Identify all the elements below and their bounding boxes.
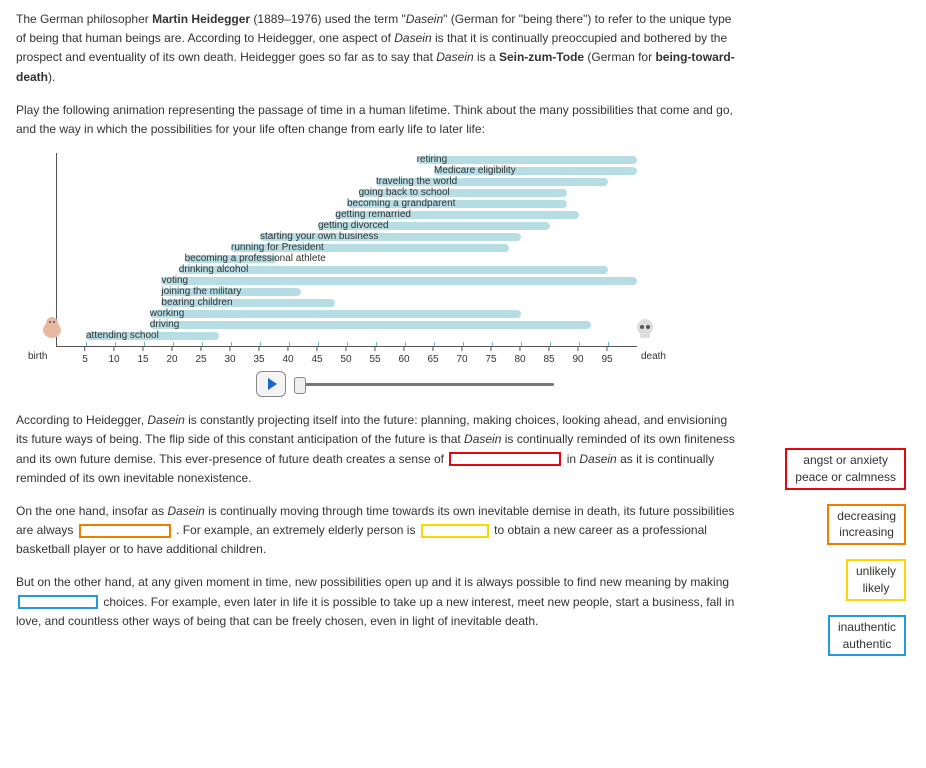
chart-bar: attending school	[86, 331, 219, 341]
play-icon	[268, 378, 277, 390]
answer-group-4[interactable]: inauthentic authentic	[828, 615, 906, 657]
answer-group-2[interactable]: decreasing increasing	[827, 504, 906, 546]
answer-option[interactable]: authentic	[838, 636, 896, 653]
text: (1889–1976) used the term "	[250, 12, 406, 26]
text: According to Heidegger,	[16, 413, 147, 427]
axis-tick: 45	[311, 347, 322, 368]
blank-3-yellow[interactable]	[421, 524, 489, 538]
text: On the one hand, insofar as	[16, 504, 167, 518]
text: But on the other hand, at any given mome…	[16, 575, 729, 589]
answer-option[interactable]: likely	[856, 580, 896, 597]
animation-player	[256, 371, 676, 397]
axis-tick: 55	[369, 347, 380, 368]
body-paragraph-3: According to Heidegger, Dasein is consta…	[16, 411, 736, 488]
chart-bar: driving	[150, 320, 591, 330]
intro-paragraph-2: Play the following animation representin…	[16, 101, 736, 139]
text: in	[563, 452, 579, 466]
slider-thumb[interactable]	[294, 377, 306, 394]
axis-tick: 10	[108, 347, 119, 368]
chart-bar-fill	[150, 310, 521, 318]
answer-option[interactable]: decreasing	[837, 508, 896, 525]
axis-tick: 90	[572, 347, 583, 368]
blank-4-blue[interactable]	[18, 595, 98, 609]
chart-bar: bearing children	[161, 298, 335, 308]
chart-bar-fill	[150, 321, 591, 329]
axis-tick: 35	[253, 347, 264, 368]
heidegger-name: Martin Heidegger	[152, 12, 250, 26]
axis-tick: 75	[485, 347, 496, 368]
body-paragraph-4: On the one hand, insofar as Dasein is co…	[16, 502, 736, 560]
chart-bar: working	[150, 309, 521, 319]
chart-bar: drinking alcohol	[179, 265, 608, 275]
axis-label-death: death	[641, 349, 666, 365]
timeline-slider[interactable]	[294, 383, 554, 386]
answer-bank: angst or anxiety peace or calmness decre…	[785, 448, 906, 656]
axis-tick: 95	[601, 347, 612, 368]
text: (German for	[584, 50, 655, 64]
dasein-term: Dasein	[579, 452, 616, 466]
answer-option[interactable]: increasing	[837, 524, 896, 541]
dasein-term: Dasein	[394, 31, 431, 45]
axis-tick: 30	[224, 347, 235, 368]
dasein-term: Dasein	[167, 504, 204, 518]
intro-paragraph-1: The German philosopher Martin Heidegger …	[16, 10, 736, 87]
blank-2-orange[interactable]	[79, 524, 171, 538]
body-paragraph-5: But on the other hand, at any given mome…	[16, 573, 736, 631]
sein-zum-tode-term: Sein-zum-Tode	[499, 50, 584, 64]
axis-tick: 50	[340, 347, 351, 368]
axis-tick: 80	[514, 347, 525, 368]
axis-tick: 20	[166, 347, 177, 368]
axis-tick: 70	[456, 347, 467, 368]
chart-bar-label: attending school	[86, 328, 161, 344]
dasein-term: Dasein	[147, 413, 184, 427]
text: . For example, an extremely elderly pers…	[173, 523, 419, 537]
lifetime-chart: retiringMedicare eligibilitytraveling th…	[56, 153, 676, 397]
axis-tick: 5	[82, 347, 88, 368]
text: ).	[48, 70, 55, 84]
skull-icon	[635, 318, 655, 346]
baby-icon	[39, 314, 65, 346]
play-button[interactable]	[256, 371, 286, 397]
chart-bar: Medicare eligibility	[434, 166, 637, 176]
answer-option[interactable]: inauthentic	[838, 619, 896, 636]
answer-option[interactable]: peace or calmness	[795, 469, 896, 486]
axis-tick: 15	[137, 347, 148, 368]
answer-option[interactable]: unlikely	[856, 563, 896, 580]
blank-1-red[interactable]	[449, 452, 561, 466]
axis-label-birth: birth	[28, 349, 47, 365]
text: choices. For example, even later in life…	[16, 595, 734, 628]
axis-tick: 60	[398, 347, 409, 368]
dasein-term: Dasein	[436, 50, 473, 64]
dasein-term: Dasein	[464, 432, 501, 446]
dasein-term: Dasein	[406, 12, 443, 26]
axis-tick: 40	[282, 347, 293, 368]
text: The German philosopher	[16, 12, 152, 26]
answer-group-3[interactable]: unlikely likely	[846, 559, 906, 601]
answer-group-1[interactable]: angst or anxiety peace or calmness	[785, 448, 906, 490]
axis-tick: 25	[195, 347, 206, 368]
text: is a	[474, 50, 499, 64]
axis-tick: 65	[427, 347, 438, 368]
axis-tick: 85	[543, 347, 554, 368]
answer-option[interactable]: angst or anxiety	[795, 452, 896, 469]
